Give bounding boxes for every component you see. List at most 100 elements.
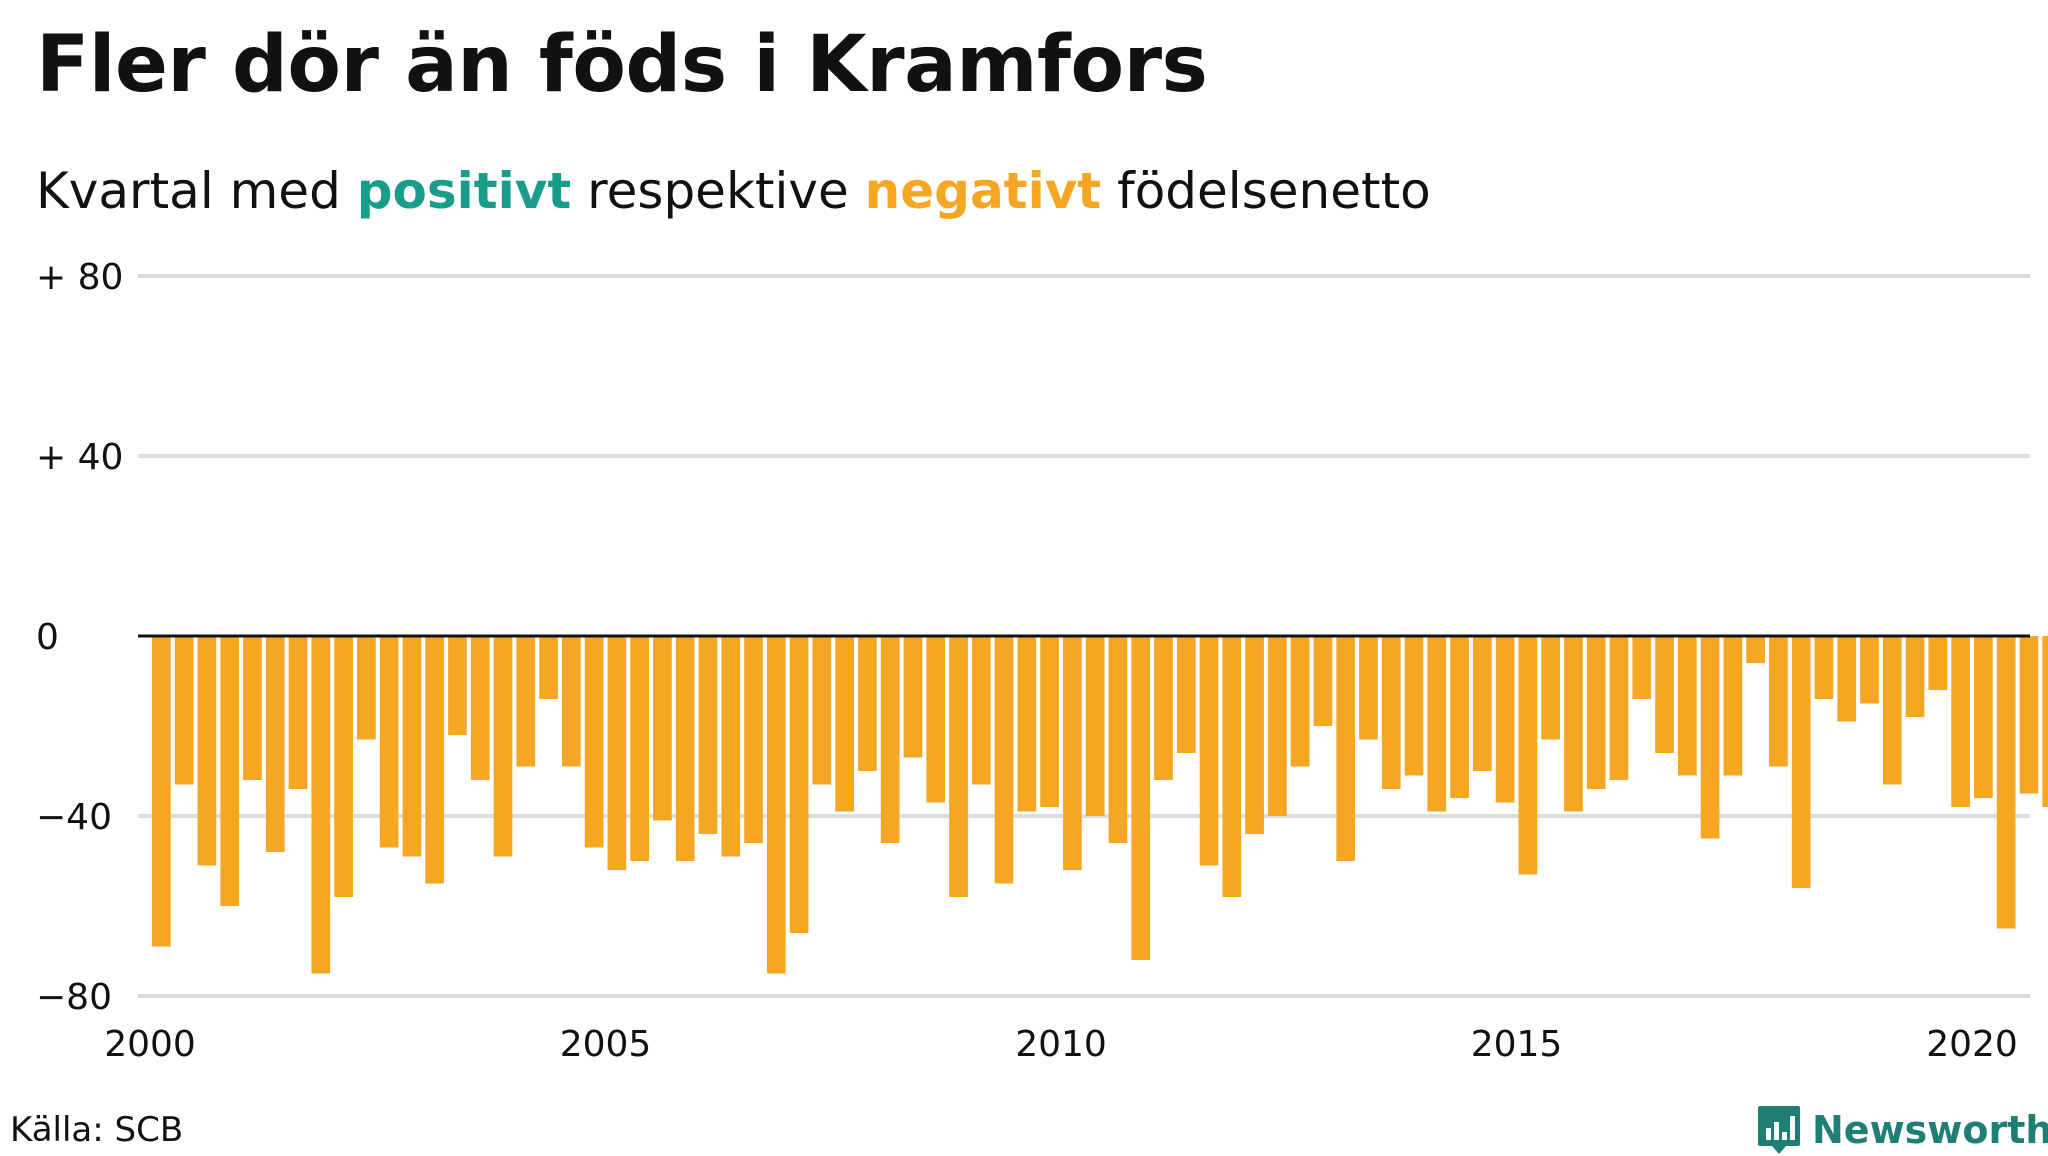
bar [1951,636,1970,807]
bar [220,636,240,906]
x-tick-label: 2010 [1015,1024,1107,1065]
bar [1723,636,1743,776]
bar [1381,636,1401,789]
bar [1518,636,1538,875]
bar [379,636,399,848]
bar [926,636,946,803]
bar [1860,636,1879,704]
bar [584,636,604,848]
bar [698,636,718,834]
bar [334,636,353,897]
bar [1017,636,1037,812]
y-tick-label: −80 [36,977,112,1018]
bar [1222,636,1242,897]
chart-subtitle: Kvartal med positivt respektive negativt… [36,162,1431,220]
bar [1746,636,1765,663]
bar [425,636,445,884]
bars-layer [152,636,2048,974]
bar [1268,636,1287,816]
x-tick-label: 2015 [1471,1024,1563,1065]
bar [1290,636,1310,767]
bar [2019,636,2039,794]
bar [1905,636,1925,717]
bar [1040,636,1059,807]
bar [607,636,627,870]
x-tick-label: 2005 [560,1024,652,1065]
bar [721,636,741,857]
bar [949,636,968,897]
bar [903,636,923,758]
y-tick-label: 0 [36,617,59,658]
bar [1837,636,1857,722]
y-tick-label: −40 [36,797,112,838]
bar [1336,636,1356,861]
brand-name: Newsworthy [1812,1108,2048,1152]
bar [1996,636,2016,929]
bar [971,636,991,785]
y-axis-labels: + 80 + 40 0 −40 −80 [36,257,123,1018]
bar [675,636,695,861]
bar [1063,636,1082,870]
source-note: Källa: SCB [10,1110,184,1150]
bar [561,636,581,767]
bar [288,636,308,789]
subtitle-positive-word: positivt [356,162,572,220]
x-axis-labels: 2000 2005 2010 2015 2020 [104,1024,2018,1065]
bar [1131,636,1151,960]
bar [470,636,490,780]
bar [1427,636,1447,812]
y-tick-label: + 80 [36,257,123,298]
bar [1700,636,1720,839]
bar [1176,636,1196,753]
y-tick-label: + 40 [36,437,123,478]
chart-title: Fler dör än föds i Kramfors [36,20,1208,110]
bar [243,636,262,780]
bar [265,636,285,852]
bar [1677,636,1697,776]
bar [835,636,854,812]
bar [1882,636,1902,785]
bar [1564,636,1583,812]
bar [653,636,672,821]
bar [1791,636,1811,888]
subtitle-text-mid: respektive [571,162,865,220]
bar [1404,636,1424,776]
bar [2042,636,2048,807]
bar [311,636,331,974]
bar [1609,636,1629,780]
bar [174,636,194,785]
bar [1154,636,1173,780]
subtitle-text-post: födelsenetto [1101,162,1431,220]
bar [994,636,1014,884]
bar [1472,636,1492,771]
bar [1245,636,1264,834]
subtitle-negative-word: negativt [864,162,1102,220]
bar [197,636,217,866]
bar [766,636,786,974]
bar [630,636,650,861]
bar [152,636,171,947]
bar [1814,636,1834,699]
bar [1586,636,1606,789]
bar [1974,636,1993,798]
bar [1928,636,1948,690]
bar [1108,636,1128,843]
bar [812,636,832,785]
bar [1655,636,1674,753]
bar [744,636,763,843]
bar-chart-icon [1758,1106,1800,1154]
bar [880,636,900,843]
subtitle-text-pre: Kvartal med [36,162,357,220]
bar [1769,636,1788,767]
bar [1359,636,1378,740]
brand-logo: Newsworthy [1756,1104,2048,1156]
bar [1199,636,1219,866]
bar [1632,636,1652,699]
bar [357,636,376,740]
bar [402,636,422,857]
bar [1450,636,1469,798]
bar [789,636,809,933]
bar [1495,636,1515,803]
x-tick-label: 2020 [1926,1024,2018,1065]
